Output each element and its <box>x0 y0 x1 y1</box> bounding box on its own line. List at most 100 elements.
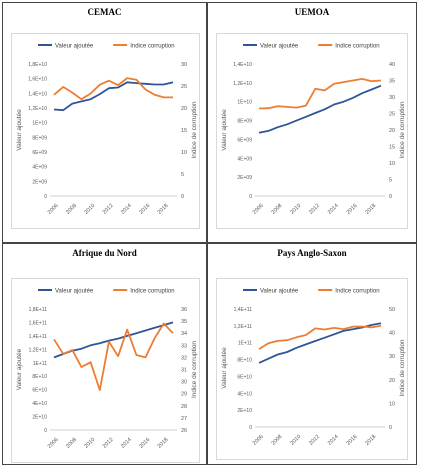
y-axis-label: Valeur ajoutée <box>221 109 228 151</box>
y2-tick-label: 31 <box>181 368 187 374</box>
y2-axis-label: Indice de corruption <box>191 341 198 398</box>
y-tick-label: 0 <box>44 428 47 434</box>
chart-panel-uemoa: UEMOA Valeur ajoutée Indice corruption 0 2E… <box>207 2 417 243</box>
y2-tick-label: 20 <box>389 378 395 384</box>
x-tick-label: 2012 <box>308 434 321 447</box>
y2-axis-label: Indice de corruption <box>399 339 406 396</box>
y-tick-label: 2E+10 <box>237 408 252 414</box>
y-tick-label: 6E+09 <box>32 150 47 156</box>
chart-area: Valeur ajoutée Indice corruption 0 2E+09 4E+… <box>216 33 408 229</box>
y2-tick-label: 5 <box>389 178 392 184</box>
chart-area: Valeur ajoutée Indice corruption 0 2E+09 4E+… <box>11 33 200 229</box>
y2-tick-label: 10 <box>389 401 395 407</box>
y-tick-label: 6E+10 <box>32 388 47 394</box>
x-tick-label: 2016 <box>138 203 151 216</box>
chart-panel-pays-anglo-saxon: Pays Anglo-Saxon Valeur ajoutée Indice co… <box>207 243 417 465</box>
y2-tick-label: 5 <box>181 172 184 178</box>
y2-tick-label: 15 <box>389 145 395 151</box>
y-tick-label: 0 <box>249 425 252 431</box>
y-tick-label: 1,4E+11 <box>234 307 253 313</box>
y2-tick-label: 10 <box>181 150 187 156</box>
legend-label: Valeur ajoutée <box>55 289 94 295</box>
y-tick-label: 1,4E+10 <box>233 62 252 68</box>
x-tick-label: 2016 <box>346 203 359 216</box>
x-tick-label: 2018 <box>157 203 170 216</box>
y-tick-label: 2E+09 <box>237 175 252 181</box>
y2-tick-label: 30 <box>389 95 395 101</box>
y2-tick-label: 0 <box>181 194 184 200</box>
y2-tick-label: 40 <box>389 62 395 68</box>
y-tick-label: 2E+10 <box>32 415 47 421</box>
y2-tick-label: 10 <box>389 161 395 167</box>
y2-tick-label: 30 <box>181 380 187 386</box>
line-chart-cemac: Valeur ajoutée Indice corruption 0 2E+09 4E+… <box>16 44 198 216</box>
x-tick-label: 2014 <box>327 434 340 447</box>
x-tick-label: 2008 <box>65 203 78 216</box>
chart-title: Afrique du Nord <box>72 248 137 258</box>
y-tick-label: 1,2E+10 <box>233 81 252 87</box>
y2-tick-label: 0 <box>389 425 392 431</box>
legend-label: Indice corruption <box>335 44 379 50</box>
x-tick-label: 2018 <box>157 437 170 450</box>
legend-label: Valeur ajoutée <box>260 44 299 50</box>
x-tick-label: 2010 <box>289 203 302 216</box>
y-tick-label: 1,8E+11 <box>29 307 48 313</box>
y2-tick-label: 0 <box>389 194 392 200</box>
y2-tick-label: 33 <box>181 343 187 349</box>
series-line <box>258 322 382 364</box>
series-line <box>258 324 382 350</box>
y2-tick-label: 35 <box>389 79 395 85</box>
x-tick-label: 2014 <box>120 437 133 450</box>
legend-label: Valeur ajoutée <box>55 44 94 50</box>
y-tick-label: 8E+09 <box>237 119 252 125</box>
chart-panel-afrique-du-nord: Afrique du Nord Valeur ajoutée Indice cor… <box>2 243 207 465</box>
y2-tick-label: 35 <box>181 319 187 325</box>
x-tick-label: 2008 <box>271 434 284 447</box>
y2-tick-label: 28 <box>181 404 187 410</box>
y-tick-label: 1E+10 <box>237 100 252 106</box>
y2-tick-label: 26 <box>181 428 187 434</box>
x-tick-label: 2012 <box>102 437 115 450</box>
y2-tick-label: 40 <box>389 331 395 337</box>
legend-label: Valeur ajoutée <box>260 289 299 295</box>
x-tick-label: 2014 <box>120 203 133 216</box>
y-tick-label: 8E+09 <box>32 135 47 141</box>
x-tick-label: 2016 <box>346 434 359 447</box>
y-tick-label: 0 <box>44 194 47 200</box>
y-tick-label: 1,6E+11 <box>29 320 48 326</box>
y-tick-label: 1E+11 <box>238 341 252 347</box>
x-tick-label: 2014 <box>327 203 340 216</box>
x-tick-label: 2006 <box>252 434 265 447</box>
x-tick-label: 2018 <box>364 434 377 447</box>
y2-tick-label: 25 <box>389 112 395 118</box>
legend-label: Indice corruption <box>130 289 174 295</box>
x-tick-label: 2010 <box>289 434 302 447</box>
x-tick-label: 2010 <box>83 437 96 450</box>
chart-title: Pays Anglo-Saxon <box>277 248 347 258</box>
y-tick-label: 1,4E+11 <box>29 334 48 340</box>
chart-panel-cemac: CEMAC Valeur ajoutée Indice corruption 0 2E… <box>2 2 207 243</box>
y-tick-label: 1,2E+11 <box>29 347 48 353</box>
y2-tick-label: 15 <box>181 128 187 134</box>
y-tick-label: 1,6E+10 <box>28 77 47 83</box>
y2-tick-label: 32 <box>181 355 187 361</box>
legend-label: Indice corruption <box>335 289 379 295</box>
chart-title: CEMAC <box>87 7 122 17</box>
y-tick-label: 0 <box>249 194 252 200</box>
y-tick-label: 4E+09 <box>237 156 252 162</box>
y-tick-label: 4E+09 <box>32 165 47 171</box>
chart-area: Valeur ajoutée Indice corruption 0 2E+10 4E+… <box>11 278 200 463</box>
x-tick-label: 2008 <box>65 437 78 450</box>
y2-tick-label: 34 <box>181 331 187 337</box>
y2-axis-label: Indice de corruption <box>191 101 198 158</box>
x-tick-label: 2012 <box>308 203 321 216</box>
series-line <box>53 322 174 391</box>
y-tick-label: 2E+09 <box>32 179 47 185</box>
y2-tick-label: 27 <box>181 416 187 422</box>
legend-label: Indice corruption <box>130 44 174 50</box>
x-tick-label: 2008 <box>271 203 284 216</box>
y-tick-label: 6E+09 <box>237 137 252 143</box>
x-tick-label: 2010 <box>83 203 96 216</box>
y2-tick-label: 20 <box>181 106 187 112</box>
y-tick-label: 4E+10 <box>32 401 47 407</box>
